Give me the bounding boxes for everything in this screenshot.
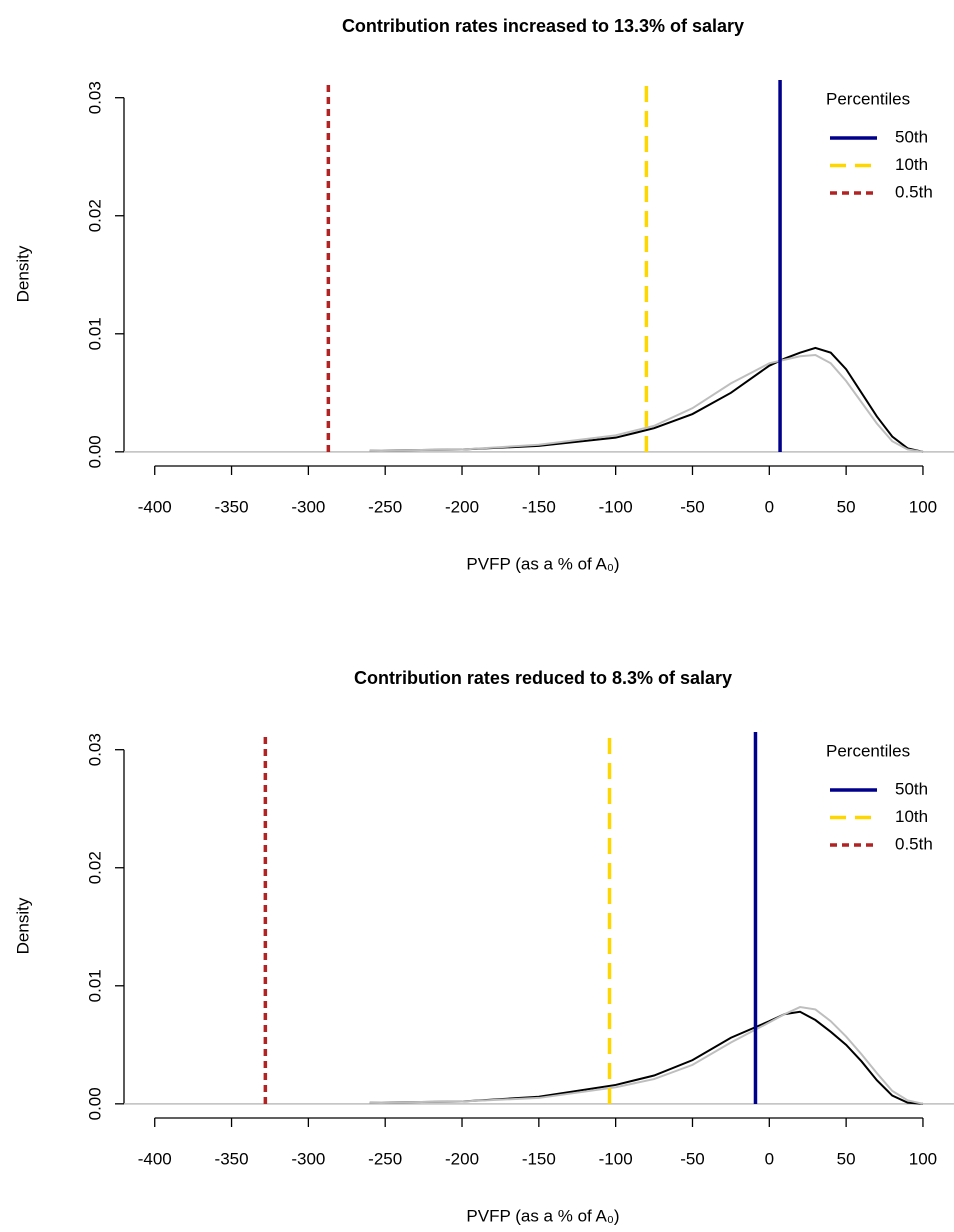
legend-label: 10th [895, 155, 928, 174]
x-tick-label: -50 [680, 1149, 705, 1168]
legend-title: Percentiles [826, 741, 910, 760]
x-tick-label: -400 [138, 497, 172, 516]
legend-title: Percentiles [826, 89, 910, 108]
x-tick-label: 100 [909, 1149, 937, 1168]
x-tick-label: 50 [837, 497, 856, 516]
x-tick-label: 0 [765, 1149, 774, 1168]
chart-title: Contribution rates increased to 13.3% of… [342, 16, 744, 36]
y-tick-label: 0.03 [85, 733, 104, 766]
y-tick-label: 0.00 [85, 1087, 104, 1120]
y-tick-label: 0.01 [85, 969, 104, 1002]
x-tick-label: -150 [522, 497, 556, 516]
y-axis-label: Density [13, 245, 32, 302]
chart-panel: Contribution rates increased to 13.3% of… [13, 16, 954, 573]
y-tick-label: 0.03 [85, 81, 104, 114]
x-tick-label: -350 [215, 497, 249, 516]
x-tick-label: -300 [291, 497, 325, 516]
density-line [369, 354, 924, 453]
legend-label: 0.5th [895, 834, 933, 853]
x-tick-label: -200 [445, 1149, 479, 1168]
density-line [369, 1006, 924, 1105]
density-line [369, 1010, 924, 1105]
x-tick-label: -400 [138, 1149, 172, 1168]
legend-label: 10th [895, 807, 928, 826]
y-axis-label: Density [13, 897, 32, 954]
chart-panel: Contribution rates reduced to 8.3% of sa… [13, 668, 954, 1225]
x-tick-label: -300 [291, 1149, 325, 1168]
x-tick-label: 0 [765, 497, 774, 516]
y-tick-label: 0.02 [85, 199, 104, 232]
legend-label: 50th [895, 127, 928, 146]
x-tick-label: -250 [368, 497, 402, 516]
x-tick-label: -50 [680, 497, 705, 516]
x-tick-label: -150 [522, 1149, 556, 1168]
y-tick-label: 0.02 [85, 851, 104, 884]
x-tick-label: -100 [599, 497, 633, 516]
x-axis-label: PVFP (as a % of A₀) [466, 1206, 619, 1225]
x-axis-label: PVFP (as a % of A₀) [466, 554, 619, 573]
legend-label: 0.5th [895, 182, 933, 201]
legend-label: 50th [895, 779, 928, 798]
x-tick-label: -200 [445, 497, 479, 516]
chart-title: Contribution rates reduced to 8.3% of sa… [354, 668, 732, 688]
x-tick-label: -100 [599, 1149, 633, 1168]
y-tick-label: 0.00 [85, 435, 104, 468]
x-tick-label: -250 [368, 1149, 402, 1168]
x-tick-label: 50 [837, 1149, 856, 1168]
y-tick-label: 0.01 [85, 317, 104, 350]
x-tick-label: 100 [909, 497, 937, 516]
density-line [369, 346, 924, 453]
x-tick-label: -350 [215, 1149, 249, 1168]
